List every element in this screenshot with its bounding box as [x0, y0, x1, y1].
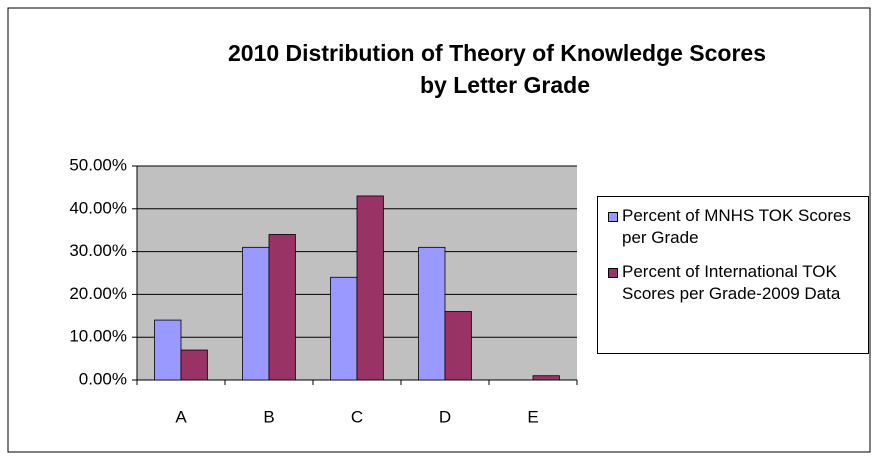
bar — [356, 195, 384, 381]
y-tick-label: 50.00% — [69, 155, 127, 174]
bar — [180, 349, 208, 381]
chart-title: 2010 Distribution of Theory of Knowledge… — [228, 40, 766, 66]
bar — [242, 246, 270, 381]
bar — [418, 246, 446, 381]
chart-title: by Letter Grade — [420, 72, 590, 98]
x-tick-label: B — [263, 407, 274, 426]
bar — [154, 319, 182, 381]
x-tick-label: C — [351, 407, 363, 426]
x-tick-label: D — [439, 407, 451, 426]
bar — [268, 234, 296, 381]
y-tick-label: 10.00% — [69, 327, 127, 346]
legend-label: Percent of International TOK Scores per … — [622, 262, 841, 303]
y-tick-label: 30.00% — [69, 241, 127, 260]
legend-label: Percent of MNHS TOK Scores per Grade — [622, 206, 851, 247]
legend-item: Percent of MNHS TOK Scores per Grade — [604, 205, 862, 249]
y-tick-label: 40.00% — [69, 198, 127, 217]
legend-item: Percent of International TOK Scores per … — [604, 261, 862, 305]
legend-swatch — [608, 268, 618, 278]
bar — [444, 311, 472, 381]
legend: Percent of MNHS TOK Scores per Grade Perc… — [597, 196, 869, 354]
x-tick-label: E — [527, 407, 538, 426]
bar — [330, 276, 358, 381]
y-tick-label: 0.00% — [79, 369, 127, 388]
x-tick-label: A — [175, 407, 187, 426]
legend-swatch — [608, 212, 618, 222]
y-tick-label: 20.00% — [69, 284, 127, 303]
bar — [532, 375, 560, 381]
